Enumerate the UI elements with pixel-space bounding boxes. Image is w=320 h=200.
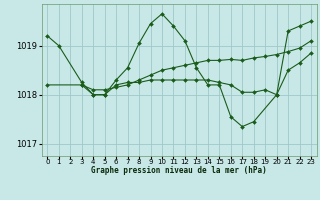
X-axis label: Graphe pression niveau de la mer (hPa): Graphe pression niveau de la mer (hPa) <box>91 166 267 175</box>
